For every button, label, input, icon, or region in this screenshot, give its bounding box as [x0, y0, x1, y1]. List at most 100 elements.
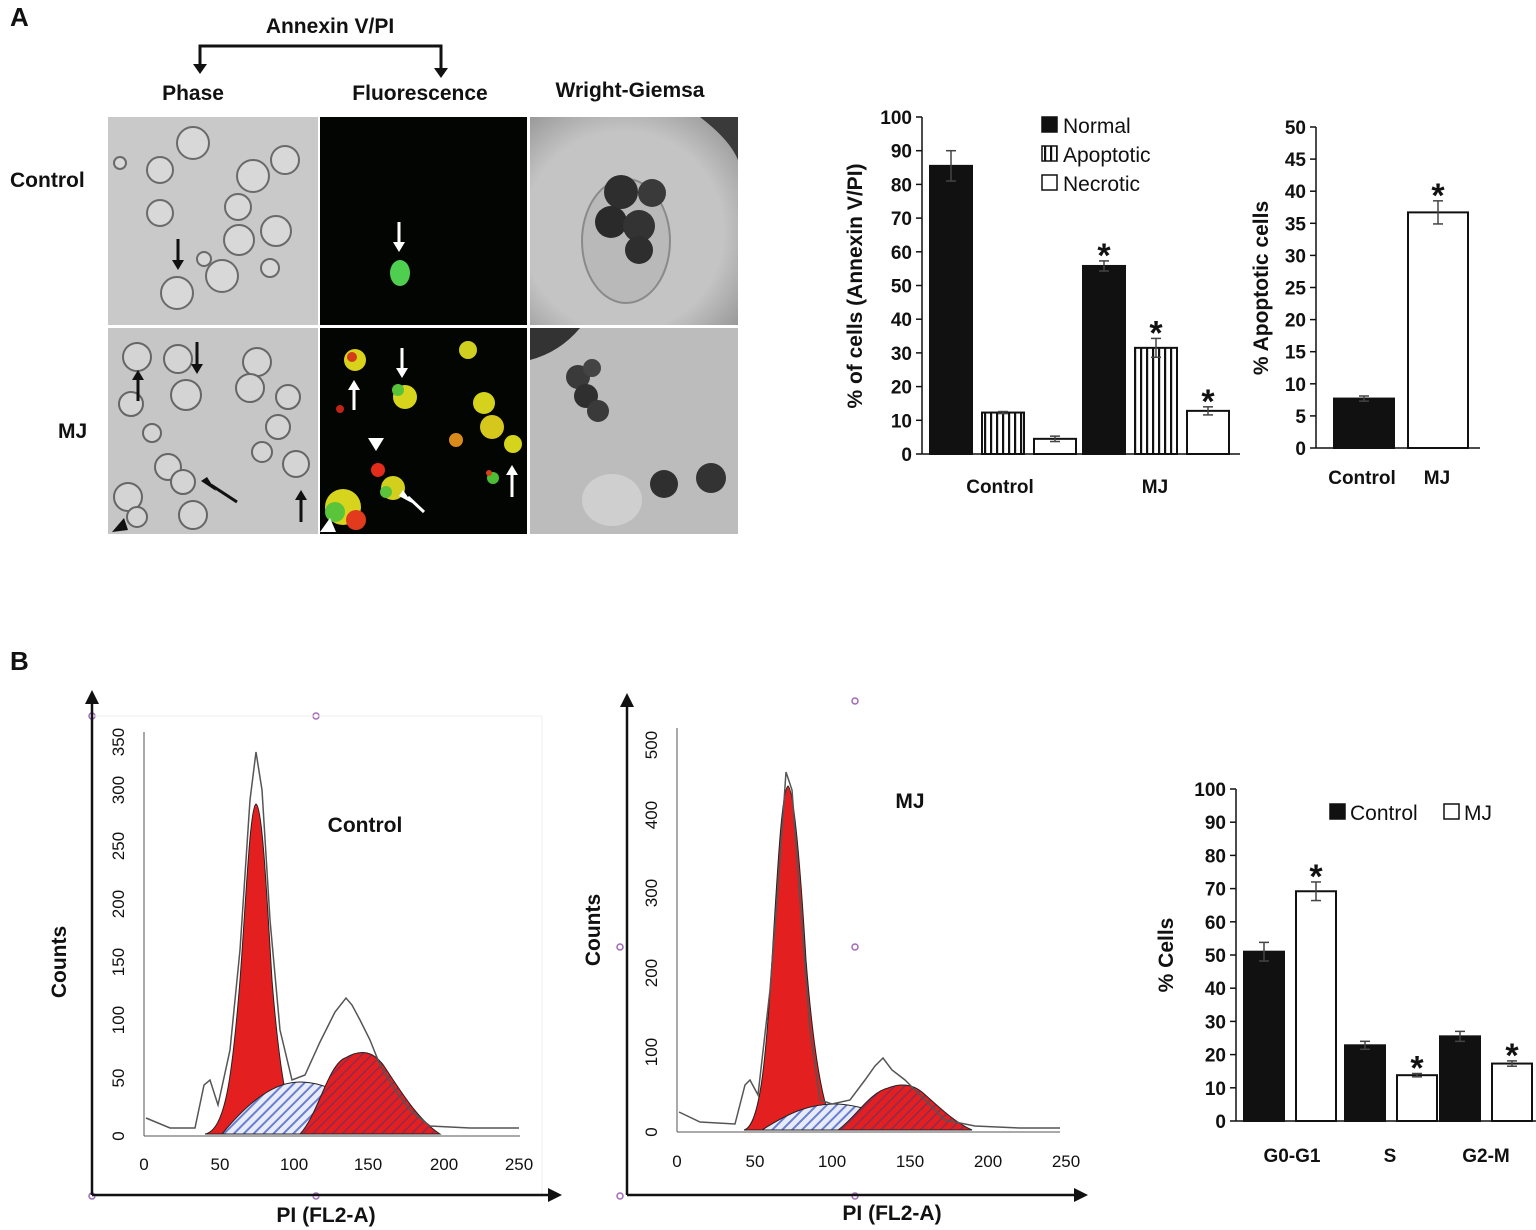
hist-control-xtick: 100 [280, 1155, 308, 1174]
hist-control-y-arrow [85, 690, 99, 704]
row-control-label: Control [10, 169, 85, 192]
annexin-normal-significance-marker: * [1097, 237, 1111, 275]
hist-control-g0g1-peak [204, 803, 302, 1135]
hist-control-xtick: 50 [211, 1155, 230, 1174]
legend-label-mj: MJ [1464, 802, 1492, 825]
cellcycle-ytick-label: 0 [1215, 1112, 1226, 1133]
hist-mj-xticks: 0 50 100 150 200 250 [672, 1152, 1080, 1171]
cellcycle-category-label-g0g1: G0-G1 [1263, 1146, 1320, 1167]
legend-label-control: Control [1350, 802, 1418, 825]
cellcycle-ytick-label: 60 [1205, 913, 1226, 934]
hist-control-xtick: 0 [139, 1155, 148, 1174]
legend-label-normal: Normal [1063, 115, 1131, 138]
cellcycle-ytick-label: 100 [1194, 780, 1226, 801]
hist-mj-x-arrow [1074, 1188, 1088, 1202]
hist-control-ytick: 100 [109, 1006, 128, 1034]
hist-control-xlabel: PI (FL2-A) [276, 1204, 375, 1227]
hist-mj-xtick: 0 [672, 1152, 681, 1171]
hist-mj-ytick: 400 [642, 801, 661, 829]
histogram-mj: MJ Counts PI (FL2-A) 0 100 200 300 400 5… [582, 693, 1088, 1225]
cellcycle-legend: Control MJ [1329, 802, 1492, 825]
cellcycle-mj-significance-marker: * [1410, 1050, 1424, 1088]
cellcycle-ytick-label: 80 [1205, 846, 1226, 867]
annexin-apoptotic-bar [1134, 346, 1178, 455]
hist-control-title: Control [328, 814, 403, 837]
annexin-normal-bar [1082, 264, 1126, 456]
hist-control-ytick: 300 [109, 776, 128, 804]
annexin-ytick-label: 40 [891, 310, 912, 331]
hist-mj-xtick: 200 [974, 1152, 1002, 1171]
apoptotic-bar-chart: % Apoptotic cells Control MJ 0 5 10 15 20 25 3… [1250, 118, 1480, 489]
hist-mj-ytick: 0 [642, 1127, 661, 1136]
panel-b-label: B [10, 646, 29, 676]
annexin-ytick-label: 20 [891, 378, 912, 399]
legend-swatch-mj [1443, 803, 1460, 820]
apoptotic-ytick-label: 40 [1285, 182, 1306, 203]
annexin-ytick-label: 90 [891, 142, 912, 163]
hist-control-xticks: 0 50 100 150 200 250 [139, 1155, 533, 1174]
annexin-ytick-label: 100 [880, 108, 912, 129]
annexin-category-label-mj: MJ [1142, 477, 1168, 498]
apoptotic-ytick-label: 5 [1295, 407, 1306, 428]
hist-control-g2m-peak [298, 1051, 442, 1135]
annexin-ytick-label: 80 [891, 175, 912, 196]
hist-mj-xtick: 50 [746, 1152, 765, 1171]
annexin-header: Annexin V/PI [266, 15, 394, 38]
apoptotic-ytick-label: 25 [1285, 279, 1307, 300]
panel-a-label: A [10, 2, 29, 32]
hist-mj-ytick: 300 [642, 879, 661, 907]
micrograph-wright-control [530, 117, 738, 325]
hist-mj-xlabel: PI (FL2-A) [842, 1202, 941, 1225]
annexin-bracket [198, 44, 443, 72]
hist-control-x-arrow [548, 1188, 562, 1202]
cellcycle-ytick-label: 70 [1205, 880, 1226, 901]
hist-control-ytick: 150 [109, 948, 128, 976]
micrograph-phase-mj [108, 328, 318, 534]
apoptotic-ytick-label: 20 [1285, 311, 1306, 332]
apoptotic-ytick-label: 35 [1285, 214, 1307, 235]
bracket-arrowhead-right [434, 68, 448, 78]
annexin-ytick-label: 60 [891, 243, 912, 264]
bracket-arrowhead-left [193, 64, 207, 74]
hist-control-xtick: 250 [505, 1155, 533, 1174]
apoptotic-control-bar [1333, 397, 1395, 450]
hist-mj-g2m-peak [836, 1084, 973, 1131]
cellcycle-mj-bar [1491, 1062, 1533, 1122]
cellcycle-mj-bar [1295, 890, 1337, 1122]
apoptotic-category-label-control: Control [1328, 468, 1396, 489]
legend-swatch-control [1329, 803, 1346, 820]
annexin-legend: Normal Apoptotic Necrotic [1041, 115, 1151, 196]
hist-control-ytick: 200 [109, 890, 128, 918]
hist-mj-title: MJ [895, 790, 924, 813]
micrograph-fluorescence-mj [320, 328, 527, 534]
hist-control-ytick: 250 [109, 832, 128, 860]
histogram-control: Control Counts PI (FL2-A) 0 50 100 150 2… [48, 690, 562, 1227]
apoptotic-category-label-mj: MJ [1424, 468, 1450, 489]
hist-mj-xtick: 100 [818, 1152, 846, 1171]
cellcycle-control-bar [1243, 950, 1285, 1122]
apoptotic-ylabel: % Apoptotic cells [1250, 201, 1273, 375]
cellcycle-bar-chart: % Cells G0-G1 S G2-M Control MJ 0 10 20 30 4… [1155, 780, 1536, 1167]
cellcycle-control-bar [1439, 1035, 1481, 1122]
legend-swatch-necrotic [1041, 174, 1058, 191]
legend-label-necrotic: Necrotic [1063, 173, 1140, 196]
cellcycle-mj-significance-marker: * [1309, 858, 1323, 896]
cellcycle-mj-bar [1396, 1074, 1438, 1122]
cellcycle-ytick-label: 20 [1205, 1046, 1226, 1067]
col-wright-label: Wright-Giemsa [556, 79, 705, 102]
cellcycle-ytick-label: 50 [1205, 946, 1226, 967]
hist-control-xtick: 200 [430, 1155, 458, 1174]
apoptotic-mj-significance-marker: * [1431, 177, 1445, 215]
annexin-ytick-label: 50 [891, 277, 912, 298]
hist-mj-ylabel: Counts [582, 894, 605, 966]
col-phase-label: Phase [162, 82, 224, 105]
annexin-ylabel: % of cells (Annexin V/PI) [844, 163, 867, 408]
hist-mj-ytick: 500 [642, 731, 661, 759]
annexin-ytick-label: 30 [891, 344, 912, 365]
cellcycle-mj-significance-marker: * [1505, 1037, 1519, 1075]
micrograph-phase-control [108, 117, 318, 325]
cellcycle-category-label-s: S [1384, 1146, 1397, 1167]
hist-control-ytick: 50 [109, 1069, 128, 1088]
hist-control-ytick: 0 [109, 1131, 128, 1140]
apoptotic-ytick-label: 15 [1285, 343, 1307, 364]
